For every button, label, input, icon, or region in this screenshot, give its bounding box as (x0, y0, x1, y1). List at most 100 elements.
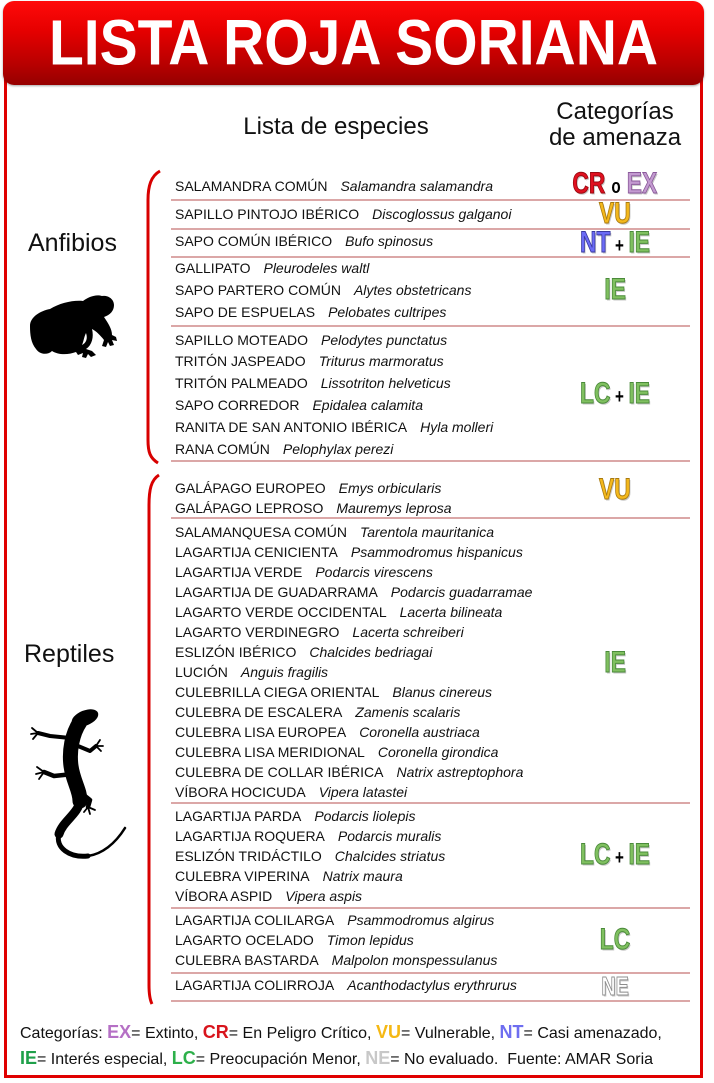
species-row: SAPO DE ESPUELAS Pelobates cultripes (175, 302, 446, 322)
scientific-name: Alytes obstetricans (353, 282, 472, 298)
legend-desc-ie: = Interés especial, (37, 1051, 172, 1068)
common-name: GALLIPATO (175, 260, 251, 276)
legend-desc-vu: = Vulnerable, (400, 1025, 500, 1042)
species-row: TRITÓN JASPEADO Triturus marmoratus (175, 351, 444, 371)
species-row: ESLIZÓN TRIDÁCTILO Chalcides striatus (175, 846, 445, 866)
species-row: LAGARTIJA COLILARGA Psammodromus algirus (175, 910, 494, 930)
scientific-name: Podarcis muralis (337, 828, 442, 844)
row-separator (171, 972, 690, 974)
scientific-name: Psammodromus hispanicus (350, 544, 523, 560)
scientific-name: Salamandra salamandra (340, 178, 493, 194)
common-name: LAGARTIJA ROQUERA (175, 828, 325, 844)
page-title: LISTA ROJA SORIANA (48, 7, 659, 79)
scientific-name: Acanthodactylus erythrurus (347, 977, 517, 993)
row-separator (171, 907, 690, 909)
category-badge: VU (540, 474, 690, 505)
species-row: ESLIZÓN IBÉRICO Chalcides bedriagai (175, 642, 432, 662)
species-row: LAGARTIJA ROQUERA Podarcis muralis (175, 826, 441, 846)
common-name: SALAMANQUESA COMÚN (175, 524, 347, 540)
category-code-ie: IE (604, 646, 626, 679)
category-badge: CR o EX (540, 167, 690, 200)
frog-silhouette-icon (30, 295, 117, 358)
common-name: GALÁPAGO LEPROSO (175, 500, 324, 516)
species-row: GALLIPATO Pleurodeles waltl (175, 258, 369, 278)
category-code-ex: EX (626, 167, 658, 200)
legend-desc-ex: = Extinto, (131, 1025, 203, 1042)
species-row: CULEBRA DE ESCALERA Zamenis scalaris (175, 702, 460, 722)
scientific-name: Vipera aspis (285, 888, 363, 904)
species-row: CULEBRA LISA EUROPEA Coronella austriaca (175, 722, 480, 742)
scientific-name: Coronella austriaca (359, 724, 480, 740)
common-name: ESLIZÓN TRIDÁCTILO (175, 848, 322, 864)
species-row: CULEBRA BASTARDA Malpolon monspessulanus (175, 950, 497, 970)
category-badge: IE (540, 274, 690, 305)
species-row: RANA COMÚN Pelophylax perezi (175, 439, 393, 459)
legend-code-ie: IE (20, 1048, 38, 1068)
common-name: SAPO COMÚN IBÉRICO (175, 233, 333, 249)
scientific-name: Triturus marmoratus (318, 353, 444, 369)
species-column-header: Lista de especies (243, 113, 429, 140)
category-code-cr: CR (572, 167, 606, 200)
common-name: LAGARTIJA DE GUADARRAMA (175, 584, 378, 600)
category-code-ie: IE (628, 838, 650, 871)
row-separator (171, 256, 690, 258)
species-row: SAPO CORREDOR Epidalea calamita (175, 395, 423, 415)
scientific-name: Pelodytes punctatus (321, 332, 448, 348)
species-row: CULEBRA DE COLLAR IBÉRICA Natrix astrepto… (175, 762, 523, 782)
category-badge: LC + IE (540, 838, 690, 871)
scientific-name: Epidalea calamita (312, 397, 423, 413)
scientific-name: Pleurodeles waltl (263, 260, 370, 276)
category-connector: o (611, 176, 621, 198)
scientific-name: Lacerta bilineata (399, 604, 503, 620)
species-row: VÍBORA HOCICUDA Vipera latastei (175, 782, 407, 802)
scientific-name: Tarentola mauritanica (359, 524, 495, 540)
species-row: LAGARTO VERDE OCCIDENTAL Lacerta bilineat… (175, 602, 502, 622)
category-connector: + (614, 386, 624, 408)
common-name: VÍBORA HOCICUDA (175, 784, 306, 800)
species-row: GALÁPAGO LEPROSO Mauremys leprosa (175, 498, 452, 518)
common-name: LAGARTIJA PARDA (175, 808, 302, 824)
categories-column-header-line1: Categorías (556, 98, 674, 125)
scientific-name: Malpolon monspessulanus (331, 952, 498, 968)
amphibians-bracket (146, 169, 161, 465)
species-row: LAGARTO OCELADO Timon lepidus (175, 930, 414, 950)
reptiles-bracket (147, 473, 160, 1005)
legend-source: Fuente: AMAR Soria (507, 1051, 654, 1068)
species-row: TRITÓN PALMEADO Lissotriton helveticus (175, 373, 451, 393)
common-name: LAGARTIJA COLILARGA (175, 912, 335, 928)
group-label-amphibians: Anfibios (28, 229, 117, 257)
lizard-silhouette-icon (30, 709, 127, 859)
scientific-name: Hyla molleri (420, 419, 494, 435)
common-name: LAGARTO VERDE OCCIDENTAL (175, 604, 387, 620)
common-name: CULEBRA VIPERINA (175, 868, 310, 884)
species-row: LAGARTO VERDINEGRO Lacerta schreiberi (175, 622, 464, 642)
scientific-name: Vipera latastei (318, 784, 408, 800)
species-row: SAPILLO MOTEADO Pelodytes punctatus (175, 330, 447, 350)
legend-line-2: IE= Interés especial, LC= Preocupación M… (20, 1045, 692, 1073)
category-badge: IE (540, 646, 690, 679)
species-row: LUCIÓN Anguis fragilis (175, 662, 328, 682)
common-name: CULEBRILLA CIEGA ORIENTAL (175, 684, 380, 700)
scientific-name: Lissotriton helveticus (320, 375, 451, 391)
legend-desc-cr: = En Peligro Crítico, (228, 1025, 376, 1042)
species-row: SAPO PARTERO COMÚN Alytes obstetricans (175, 280, 471, 300)
legend-code-lc: LC (171, 1048, 196, 1068)
common-name: SAPILLO MOTEADO (175, 332, 309, 348)
scientific-name: Timon lepidus (326, 932, 414, 948)
scientific-name: Zamenis scalaris (355, 704, 461, 720)
group-label-reptiles: Reptiles (24, 640, 115, 668)
common-name: LAGARTO VERDINEGRO (175, 624, 340, 640)
row-separator (171, 1000, 690, 1002)
legend-code-cr: CR (202, 1022, 229, 1042)
common-name: CULEBRA LISA MERIDIONAL (175, 744, 365, 760)
common-name: TRITÓN JASPEADO (175, 353, 306, 369)
scientific-name: Blanus cinereus (392, 684, 492, 700)
common-name: LAGARTIJA COLIRROJA (175, 977, 335, 993)
category-code-ne: NE (601, 971, 629, 1001)
species-row: VÍBORA ASPID Vipera aspis (175, 886, 362, 906)
scientific-name: Lacerta schreiberi (352, 624, 464, 640)
species-row: SAPILLO PINTOJO IBÉRICO Discoglossus galg… (175, 204, 511, 224)
legend-desc-nt: = Casi amenazado, (523, 1025, 662, 1042)
common-name: GALÁPAGO EUROPEO (175, 480, 326, 496)
